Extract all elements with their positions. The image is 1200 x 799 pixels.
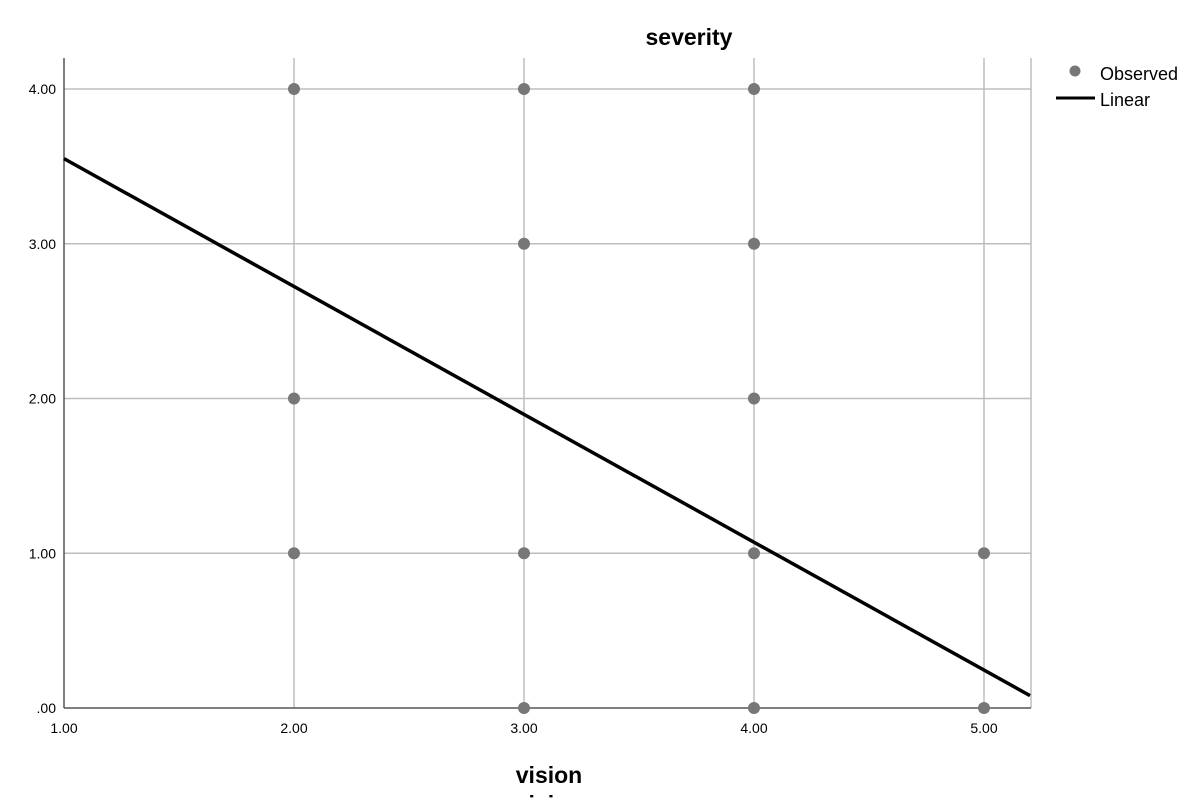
y-tick-label: 4.00 [29, 81, 56, 97]
observed-point [288, 83, 300, 95]
axes [63, 58, 1031, 709]
observed-point [518, 702, 530, 714]
x-tick-label: 5.00 [970, 720, 997, 736]
observed-point [978, 547, 990, 560]
observed-point [288, 392, 300, 405]
x-tick-label: 1.00 [50, 720, 77, 736]
y-tick-label: 3.00 [29, 236, 56, 252]
observed-point [518, 237, 530, 250]
legend-observed-label: Observed [1100, 64, 1178, 84]
legend-observed-marker [1069, 65, 1081, 77]
observed-point [518, 547, 530, 560]
x-tick-label: 3.00 [510, 720, 537, 736]
observed-point [518, 83, 530, 95]
observed-point [748, 547, 760, 560]
observed-points [288, 83, 990, 714]
observed-point [288, 547, 300, 560]
fit-line-layer [63, 157, 1031, 698]
y-tick-label: 1.00 [29, 545, 56, 561]
grid-lines [64, 58, 1032, 708]
observed-point [748, 392, 760, 405]
legend-linear-label: Linear [1100, 90, 1150, 110]
x-axis-label: vision [516, 762, 582, 788]
chart-title: severity [646, 24, 733, 50]
x-axis-label-duplicate: vision [516, 791, 582, 799]
observed-point [748, 237, 760, 250]
observed-point [748, 702, 760, 714]
x-tick-label: 4.00 [740, 720, 767, 736]
observed-point [978, 702, 990, 714]
tick-labels: 1.00 2.00 3.00 4.00 5.00 .00 1.00 2.00 3.00 4.00 [29, 81, 998, 736]
x-tick-label: 2.00 [280, 720, 307, 736]
legend: Observed Linear [1056, 64, 1178, 110]
y-tick-label: 2.00 [29, 391, 56, 407]
linear-fit-line [63, 157, 1031, 698]
observed-point [748, 83, 760, 95]
y-tick-label: .00 [37, 700, 57, 716]
